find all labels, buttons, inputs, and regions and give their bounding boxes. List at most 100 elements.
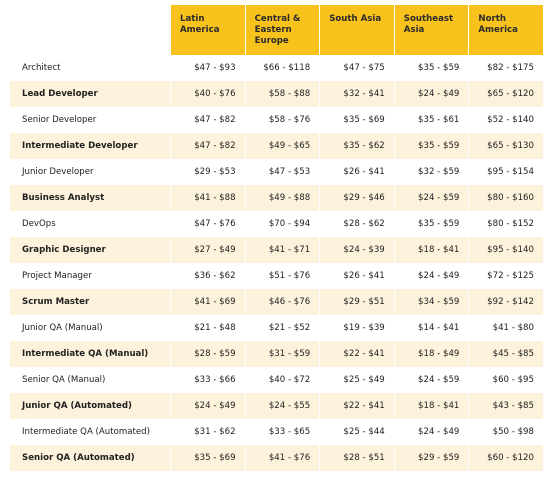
rate-cell: $60 - $120 xyxy=(468,445,543,471)
rate-cell: $22 - $41 xyxy=(319,393,394,419)
rate-cell: $40 - $76 xyxy=(170,81,245,107)
rate-cell: $65 - $130 xyxy=(468,133,543,159)
rate-cell: $25 - $44 xyxy=(319,419,394,445)
rate-cell: $95 - $140 xyxy=(468,237,543,263)
rate-cell: $52 - $140 xyxy=(468,107,543,133)
rate-cell: $28 - $62 xyxy=(319,211,394,237)
row-background xyxy=(10,393,543,419)
rate-cell: $34 - $59 xyxy=(393,289,469,315)
rate-cell: $28 - $51 xyxy=(319,445,394,471)
rate-cell: $66 - $118 xyxy=(244,55,320,81)
row-label: Project Manager xyxy=(22,270,92,281)
column-header: Southeast Asia xyxy=(393,5,469,55)
row-label: Architect xyxy=(22,62,61,73)
rate-cell: $35 - $59 xyxy=(393,133,469,159)
column-header: Central & Eastern Europe xyxy=(244,5,320,55)
rate-cell: $95 - $154 xyxy=(468,159,543,185)
rate-cell: $41 - $69 xyxy=(170,289,245,315)
rate-cell: $24 - $59 xyxy=(393,367,469,393)
rate-cell: $31 - $59 xyxy=(244,341,320,367)
row-label: Business Analyst xyxy=(22,192,105,203)
rate-cell: $46 - $76 xyxy=(244,289,320,315)
rate-cell: $35 - $59 xyxy=(393,211,469,237)
rate-cell: $47 - $82 xyxy=(170,107,245,133)
rate-cell: $25 - $49 xyxy=(319,367,394,393)
rate-cell: $41 - $88 xyxy=(170,185,245,211)
rate-cell: $45 - $85 xyxy=(468,341,543,367)
row-background xyxy=(10,289,543,315)
row-background xyxy=(10,81,543,107)
rate-cell: $29 - $46 xyxy=(319,185,394,211)
rate-cell: $51 - $76 xyxy=(244,263,320,289)
row-label: Intermediate QA (Automated) xyxy=(22,426,150,437)
row-label: Senior Developer xyxy=(22,114,97,125)
rate-cell: $35 - $61 xyxy=(393,107,469,133)
rate-cell: $35 - $59 xyxy=(393,55,469,81)
rate-cell: $27 - $49 xyxy=(170,237,245,263)
rate-cell: $14 - $41 xyxy=(393,315,469,341)
rate-cell: $47 - $93 xyxy=(170,55,245,81)
rate-cell: $47 - $75 xyxy=(319,55,394,81)
rate-cell: $47 - $53 xyxy=(244,159,320,185)
rate-cell: $18 - $41 xyxy=(393,237,469,263)
row-label: Intermediate QA (Manual) xyxy=(22,348,149,359)
rate-cell: $40 - $72 xyxy=(244,367,320,393)
rate-cell: $35 - $62 xyxy=(319,133,394,159)
rate-cell: $49 - $65 xyxy=(244,133,320,159)
rate-cell: $58 - $88 xyxy=(244,81,320,107)
rate-cell: $33 - $65 xyxy=(244,419,320,445)
rate-cell: $18 - $41 xyxy=(393,393,469,419)
row-label: Senior QA (Manual) xyxy=(22,374,106,385)
rate-cell: $32 - $41 xyxy=(319,81,394,107)
rate-cell: $22 - $41 xyxy=(319,341,394,367)
rate-cell: $29 - $51 xyxy=(319,289,394,315)
rate-cell: $41 - $71 xyxy=(244,237,320,263)
rate-cell: $18 - $49 xyxy=(393,341,469,367)
row-label: Junior QA (Automated) xyxy=(22,400,132,411)
row-background xyxy=(10,133,543,159)
rate-cell: $80 - $152 xyxy=(468,211,543,237)
rate-cell: $24 - $39 xyxy=(319,237,394,263)
rate-cell: $29 - $53 xyxy=(170,159,245,185)
row-background xyxy=(10,185,543,211)
rate-cell: $21 - $52 xyxy=(244,315,320,341)
rate-cell: $92 - $142 xyxy=(468,289,543,315)
row-label: Junior Developer xyxy=(22,166,94,177)
row-label: DevOps xyxy=(22,218,56,229)
row-label: Lead Developer xyxy=(22,88,98,99)
rate-cell: $50 - $98 xyxy=(468,419,543,445)
rate-cell: $26 - $41 xyxy=(319,159,394,185)
rate-cell: $41 - $76 xyxy=(244,445,320,471)
rate-cell: $80 - $160 xyxy=(468,185,543,211)
rate-cell: $33 - $66 xyxy=(170,367,245,393)
row-label: Graphic Designer xyxy=(22,244,106,255)
rate-cell: $70 - $94 xyxy=(244,211,320,237)
column-header: South Asia xyxy=(319,5,394,55)
rate-cell: $26 - $41 xyxy=(319,263,394,289)
rate-cell: $41 - $80 xyxy=(468,315,543,341)
rate-cell: $47 - $82 xyxy=(170,133,245,159)
rate-cell: $58 - $76 xyxy=(244,107,320,133)
column-header: Latin America xyxy=(170,5,245,55)
column-header: North America xyxy=(468,5,543,55)
rate-cell: $72 - $125 xyxy=(468,263,543,289)
row-background xyxy=(10,445,543,471)
row-label: Senior QA (Automated) xyxy=(22,452,135,463)
rate-cell: $24 - $55 xyxy=(244,393,320,419)
rate-cell: $47 - $76 xyxy=(170,211,245,237)
row-label: Scrum Master xyxy=(22,296,90,307)
rate-cell: $24 - $49 xyxy=(393,81,469,107)
rate-cell: $24 - $49 xyxy=(393,419,469,445)
row-background xyxy=(10,341,543,367)
row-background xyxy=(10,237,543,263)
rate-cell: $24 - $49 xyxy=(170,393,245,419)
rate-cell: $82 - $175 xyxy=(468,55,543,81)
rate-cell: $43 - $85 xyxy=(468,393,543,419)
rate-cell: $19 - $39 xyxy=(319,315,394,341)
rate-cell: $24 - $49 xyxy=(393,263,469,289)
rate-cell: $65 - $120 xyxy=(468,81,543,107)
rate-cell: $28 - $59 xyxy=(170,341,245,367)
rate-cell: $36 - $62 xyxy=(170,263,245,289)
rate-cell: $31 - $62 xyxy=(170,419,245,445)
